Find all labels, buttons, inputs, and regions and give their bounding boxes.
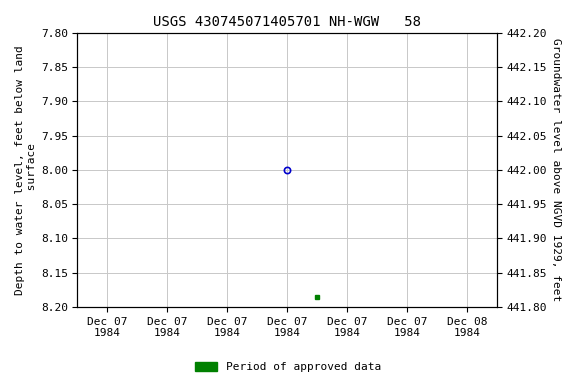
Legend: Period of approved data: Period of approved data	[191, 357, 385, 377]
Y-axis label: Depth to water level, feet below land
 surface: Depth to water level, feet below land su…	[15, 45, 37, 295]
Y-axis label: Groundwater level above NGVD 1929, feet: Groundwater level above NGVD 1929, feet	[551, 38, 561, 301]
Title: USGS 430745071405701 NH-WGW   58: USGS 430745071405701 NH-WGW 58	[153, 15, 421, 29]
